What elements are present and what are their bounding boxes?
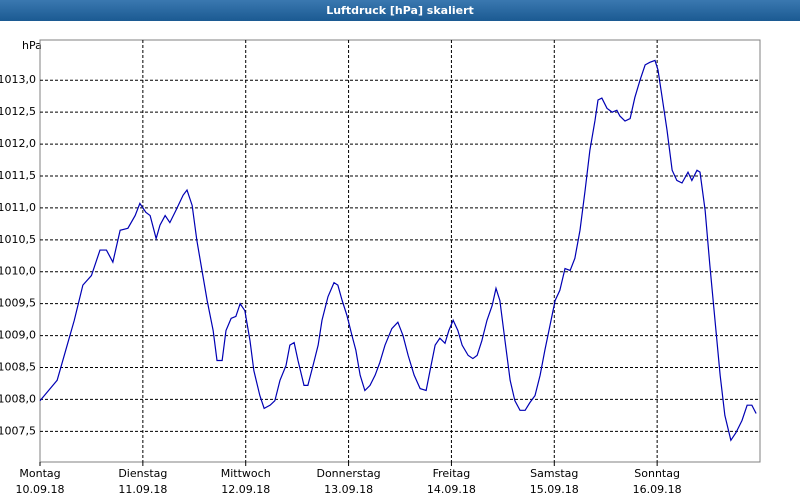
x-tick-label: Freitag xyxy=(433,467,471,480)
plot-frame xyxy=(39,39,761,463)
x-tick-date: 10.09.18 xyxy=(16,483,65,496)
y-tick-label: 1009,5 xyxy=(0,297,36,310)
title-bar xyxy=(0,0,800,21)
x-tick-label: Montag xyxy=(19,467,60,480)
x-tick-date: 11.09.18 xyxy=(118,483,167,496)
x-tick-label: Dienstag xyxy=(118,467,167,480)
y-tick-label: 1010,5 xyxy=(0,233,36,246)
y-tick-label: 1011,5 xyxy=(0,169,36,182)
x-tick-date: 14.09.18 xyxy=(427,483,476,496)
y-tick-label: 1013,0 xyxy=(0,73,36,86)
x-tick-date: 13.09.18 xyxy=(324,483,373,496)
y-tick-label: 1009,0 xyxy=(0,329,36,342)
y-tick-label: 1011,0 xyxy=(0,201,36,214)
x-tick-label: Sonntag xyxy=(634,467,680,480)
x-tick-label: Mittwoch xyxy=(221,467,271,480)
y-axis-label: hPa xyxy=(22,39,42,52)
x-tick-label: Donnerstag xyxy=(316,467,380,480)
data-line xyxy=(39,59,757,442)
y-tick-label: 1008,0 xyxy=(0,392,36,405)
x-tick-date: 12.09.18 xyxy=(221,483,270,496)
y-tick-label: 1010,0 xyxy=(0,265,36,278)
x-tick-date: 16.09.18 xyxy=(633,483,682,496)
x-tick-date: 15.09.18 xyxy=(530,483,579,496)
chart-title: Luftdruck [hPa] skaliert xyxy=(326,4,474,17)
y-tick-label: 1012,5 xyxy=(0,105,36,118)
x-tick-label: Samstag xyxy=(530,467,578,480)
y-tick-label: 1012,0 xyxy=(0,137,36,150)
y-tick-label: 1007,5 xyxy=(0,424,36,437)
y-tick-label: 1008,5 xyxy=(0,361,36,374)
